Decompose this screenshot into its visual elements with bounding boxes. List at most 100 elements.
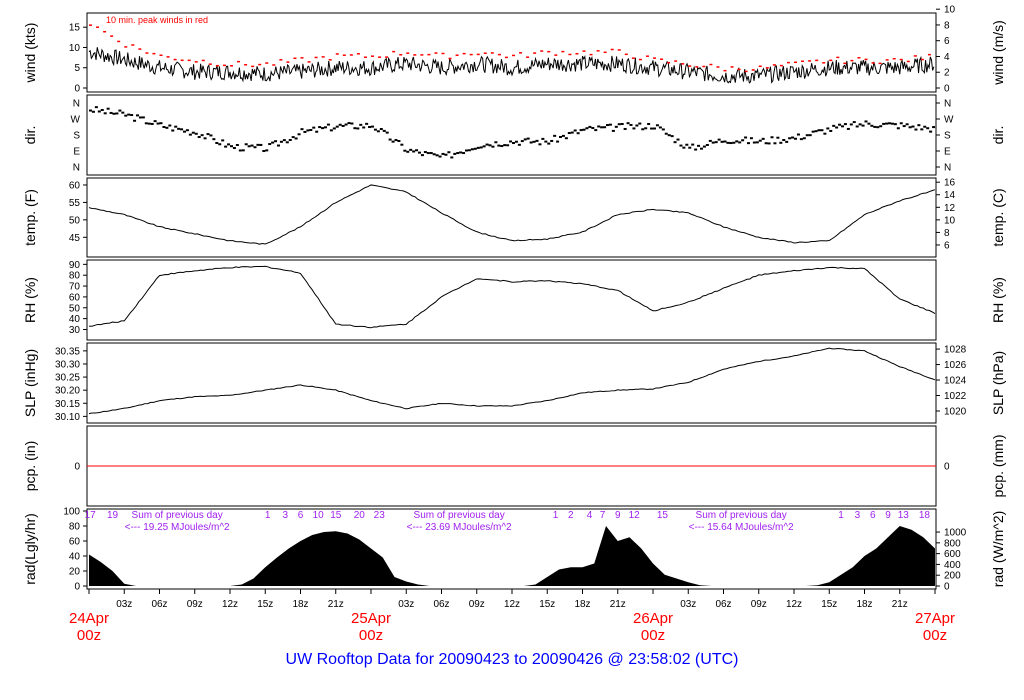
dir-point xyxy=(676,138,680,141)
peak-wind-point xyxy=(96,26,100,28)
local-hour-label: 1 xyxy=(838,510,844,521)
peak-wind-point xyxy=(808,60,812,62)
peak-wind-point xyxy=(822,62,826,64)
peak-wind-point xyxy=(589,53,593,56)
dir-point xyxy=(735,140,739,143)
dir-point xyxy=(470,148,474,151)
dir-point xyxy=(559,135,562,138)
dir-point xyxy=(227,143,231,146)
dir-point xyxy=(162,126,166,129)
dir-point xyxy=(717,138,721,141)
dir-point xyxy=(253,146,257,149)
sum-label: Sum of previous day xyxy=(414,510,505,521)
peak-wind-point xyxy=(215,64,219,67)
dir-point xyxy=(432,153,436,156)
dir-point xyxy=(200,134,204,137)
y-tick: 15 xyxy=(69,23,81,34)
dir-point xyxy=(294,137,298,140)
peak-wind-point xyxy=(765,67,769,69)
sum-label: Sum of previous day xyxy=(132,510,223,521)
x-tick-label: 15z xyxy=(539,599,555,610)
dir-point xyxy=(638,122,642,125)
dir-point xyxy=(318,126,322,129)
dir-point xyxy=(644,127,648,130)
peak-wind-point xyxy=(730,66,734,68)
dir-point xyxy=(159,122,163,125)
dir-point xyxy=(708,139,712,142)
peak-wind-point xyxy=(272,64,276,66)
y-tick-right: 400 xyxy=(944,560,961,571)
dir-point xyxy=(876,126,880,129)
dir-point xyxy=(356,127,360,130)
dir-point xyxy=(779,141,783,144)
dir-point xyxy=(232,147,236,150)
peak-wind-point xyxy=(913,55,917,57)
dir-point xyxy=(136,114,139,117)
y-tick-right: 6 xyxy=(944,36,950,47)
dir-point xyxy=(685,143,689,146)
peak-wind-point xyxy=(927,53,931,56)
dir-point xyxy=(141,116,145,119)
dir-point xyxy=(156,122,160,125)
dir-point xyxy=(183,130,186,133)
dir-point xyxy=(268,143,272,146)
dir-point xyxy=(670,135,674,138)
day-label-date: 25Apr xyxy=(351,610,391,627)
x-tick-label: 09z xyxy=(751,599,767,610)
dir-point xyxy=(591,127,595,130)
y-tick: 30.35 xyxy=(55,346,80,357)
dir-point xyxy=(303,130,307,133)
peak-wind-point xyxy=(441,52,445,55)
dir-point xyxy=(723,140,727,143)
dir-point xyxy=(324,126,327,129)
peak-wind-point xyxy=(638,58,642,61)
dir-point xyxy=(365,122,369,125)
dir-point xyxy=(873,125,877,128)
peak-wind-point xyxy=(660,58,664,60)
dir-point xyxy=(94,106,98,109)
dir-point xyxy=(738,141,742,144)
dir-point xyxy=(655,124,659,127)
peak-wind-point xyxy=(920,58,924,61)
dir-point xyxy=(412,150,416,153)
dir-point xyxy=(714,141,718,144)
dir-point xyxy=(888,122,891,125)
panel-frame xyxy=(86,12,937,93)
dir-point xyxy=(89,109,92,112)
y-tick: S xyxy=(73,131,80,142)
peak-wind-point xyxy=(328,59,332,61)
dir-point xyxy=(747,142,750,145)
dir-point xyxy=(321,127,325,130)
dir-point xyxy=(629,123,633,126)
dir-point xyxy=(764,142,768,145)
y-tick-right: 1000 xyxy=(944,528,967,539)
dir-point xyxy=(423,151,427,154)
dir-point xyxy=(441,152,445,155)
y-tick: 30.20 xyxy=(55,386,80,397)
dir-point xyxy=(758,139,762,142)
y-tick-right: W xyxy=(944,115,954,126)
peak-wind-point xyxy=(293,57,297,60)
dir-point xyxy=(100,108,104,111)
dir-point xyxy=(517,143,521,146)
dir-point xyxy=(453,152,457,155)
y-tick-right: 0 xyxy=(944,462,950,473)
y-tick-right: N xyxy=(944,99,951,110)
dir-point xyxy=(744,136,748,139)
peak-wind-point xyxy=(695,66,699,68)
x-axis: 03z 06z 09z 12z 15z 18z 21z 03z 06z 09z 12z 15z 18z 2… xyxy=(69,589,955,644)
y-tick-right: E xyxy=(944,147,951,158)
y-tick: 60 xyxy=(69,292,81,303)
chart-title: UW Rooftop Data for 20090423 to 20090426… xyxy=(285,651,739,668)
dir-point xyxy=(879,125,883,128)
panel-frame xyxy=(86,259,937,341)
dir-point xyxy=(641,128,645,131)
y-tick-right: 8 xyxy=(944,228,950,239)
dir-point xyxy=(456,152,460,155)
dir-point xyxy=(870,124,874,127)
dir-point xyxy=(109,111,113,114)
dir-point xyxy=(288,139,292,142)
peak-wind-point xyxy=(349,54,353,56)
y-tick-right: 12 xyxy=(944,203,956,214)
peak-wind-point xyxy=(497,53,501,56)
